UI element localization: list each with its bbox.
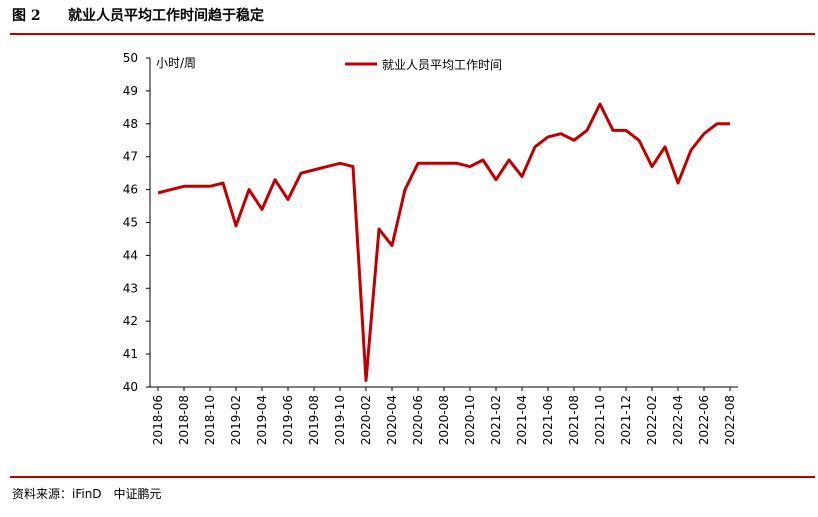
x-tick-label: 2022-08 bbox=[723, 395, 737, 445]
x-tick-label: 2018-06 bbox=[151, 395, 165, 445]
y-axis-label: 小时/周 bbox=[156, 56, 196, 70]
x-tick-label: 2021-02 bbox=[489, 395, 503, 445]
x-tick-label: 2022-06 bbox=[697, 395, 711, 445]
line-series bbox=[157, 102, 730, 382]
x-tick-label: 2020-10 bbox=[463, 395, 477, 445]
x-tick-label: 2020-02 bbox=[359, 395, 373, 445]
x-tick-label: 2019-02 bbox=[229, 395, 243, 445]
x-tick-label: 2021-08 bbox=[567, 395, 581, 445]
footer-rule bbox=[10, 476, 815, 478]
y-tick-label: 43 bbox=[123, 281, 138, 295]
y-tick-label: 44 bbox=[123, 248, 138, 262]
x-tick-label: 2018-10 bbox=[203, 395, 217, 445]
x-tick-label: 2019-10 bbox=[333, 395, 347, 445]
x-tick-label: 2019-04 bbox=[255, 395, 269, 445]
y-tick-label: 46 bbox=[123, 183, 138, 197]
x-tick-label: 2019-06 bbox=[281, 395, 295, 445]
x-tick-label: 2020-08 bbox=[437, 395, 451, 445]
chart-title: 就业人员平均工作时间趋于稳定 bbox=[68, 7, 264, 24]
y-tick-label: 48 bbox=[123, 117, 138, 131]
y-tick-label: 47 bbox=[123, 150, 138, 164]
x-tick-label: 2021-12 bbox=[619, 395, 633, 445]
figure-number: 图 2 bbox=[12, 8, 41, 24]
y-tick-label: 50 bbox=[123, 51, 138, 65]
y-tick-label: 45 bbox=[123, 216, 138, 230]
x-tick-label: 2021-10 bbox=[593, 395, 607, 445]
x-tick-label: 2019-08 bbox=[307, 395, 321, 445]
x-tick-label: 2020-04 bbox=[385, 395, 399, 445]
y-tick-label: 42 bbox=[123, 314, 138, 328]
source-note: 资料来源：iFinD 中证鹏元 bbox=[12, 486, 162, 501]
x-tick-label: 2022-04 bbox=[671, 395, 685, 445]
x-tick-label: 2018-08 bbox=[177, 395, 191, 445]
x-tick-label: 2021-06 bbox=[541, 395, 555, 445]
y-tick-label: 49 bbox=[123, 84, 138, 98]
y-tick-label: 40 bbox=[123, 380, 138, 394]
header-rule bbox=[10, 33, 815, 35]
legend-label: 就业人员平均工作时间 bbox=[382, 58, 502, 72]
y-tick-label: 41 bbox=[123, 347, 138, 361]
x-tick-label: 2022-02 bbox=[645, 395, 659, 445]
x-tick-label: 2021-04 bbox=[515, 395, 529, 445]
x-tick-label: 2020-06 bbox=[411, 395, 425, 445]
